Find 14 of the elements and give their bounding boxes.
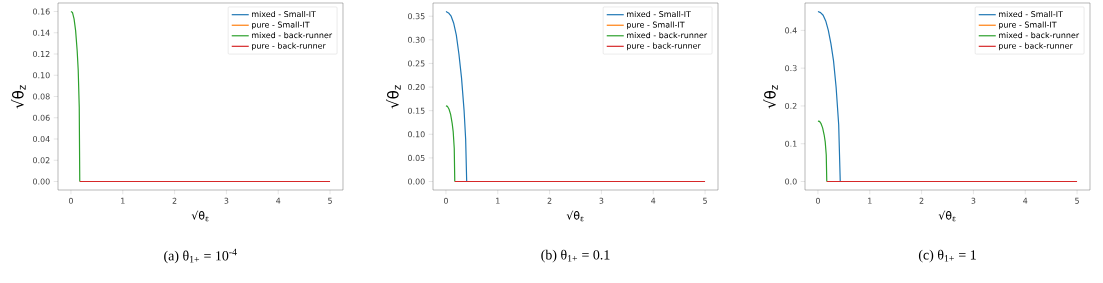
y-axis-title: √θ$_{z}$: [11, 85, 26, 109]
y-axis-title: √θ$_{z}$: [763, 85, 778, 109]
line-series: [445, 10, 468, 183]
line-series: [445, 105, 456, 183]
x-axis-title: √θ$_{ε}$: [191, 210, 209, 222]
y-axis-title: √θ$_{z}$: [386, 85, 401, 109]
line-series: [817, 120, 828, 183]
text: (a) θ$_{1+}$ = 10$^{-4}$: [164, 248, 237, 264]
text: (b) θ$_{1+}$ = 0.1: [541, 249, 610, 263]
text: (c) θ$_{1+}$ = 1: [918, 249, 976, 263]
line-series: [817, 10, 841, 183]
x-axis-title: √θ$_{ε}$: [938, 210, 956, 222]
line-series: [70, 10, 81, 183]
x-axis-title: √θ$_{ε}$: [566, 210, 584, 222]
